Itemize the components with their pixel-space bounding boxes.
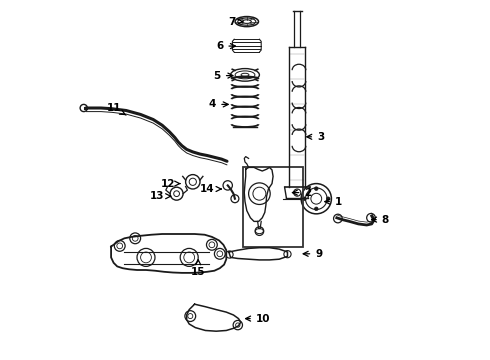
Text: 7: 7	[229, 17, 243, 27]
Text: 9: 9	[303, 249, 322, 259]
Circle shape	[315, 207, 318, 211]
Text: 11: 11	[106, 103, 126, 115]
Text: 6: 6	[216, 41, 235, 51]
Text: 15: 15	[191, 260, 205, 277]
Text: 14: 14	[200, 184, 221, 194]
Circle shape	[326, 197, 330, 201]
Text: 13: 13	[149, 191, 171, 201]
Text: 5: 5	[214, 71, 233, 81]
Text: 10: 10	[245, 314, 270, 324]
Text: 3: 3	[307, 132, 324, 142]
Text: 2: 2	[293, 188, 312, 198]
Text: 1: 1	[325, 197, 342, 207]
Bar	[243, 167, 303, 247]
Text: 4: 4	[209, 99, 228, 109]
Circle shape	[303, 197, 306, 201]
Text: 12: 12	[160, 179, 180, 189]
Text: 8: 8	[371, 215, 389, 225]
Circle shape	[315, 187, 318, 190]
